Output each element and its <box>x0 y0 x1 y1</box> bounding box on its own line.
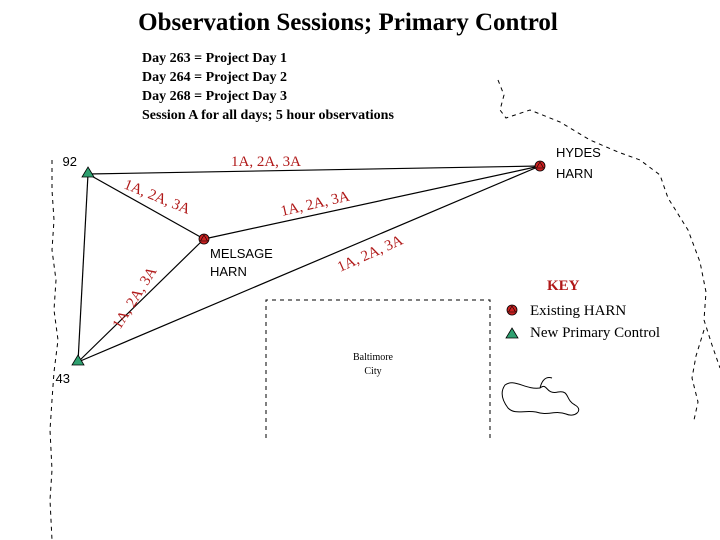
key-harn-label: Existing HARN <box>530 303 626 319</box>
river-outline <box>501 382 580 416</box>
line-92-43 <box>77 173 89 363</box>
note-day-268: Day 268 = Project Day 3 <box>142 89 287 104</box>
label-43-hydes: 1A, 2A, 3A <box>335 232 406 275</box>
label-43-melsage: 1A, 2A, 3A <box>110 264 161 332</box>
line-92-hydes <box>87 165 541 175</box>
city-label-1: Baltimore <box>353 352 394 363</box>
station-43-label: 43 <box>56 371 70 386</box>
line-melsage-hydes <box>203 165 541 240</box>
station-43-marker <box>71 354 85 366</box>
city-label-2: City <box>364 366 381 377</box>
station-hydes-label-1: HYDES <box>556 145 601 160</box>
label-92-hydes: 1A, 2A, 3A <box>231 154 301 170</box>
station-melsage-marker <box>198 233 210 245</box>
key-title: KEY <box>547 278 580 294</box>
note-session: Session A for all days; 5 hour observati… <box>142 108 394 123</box>
key-primary-icon <box>505 327 519 339</box>
line-43-hydes <box>77 165 541 363</box>
label-92-melsage: 1A, 2A, 3A <box>122 177 193 218</box>
key-harn-icon <box>506 304 518 316</box>
city-boundary <box>265 299 491 438</box>
map-key: KEY Existing HARN New Primary Control <box>505 278 660 341</box>
station-92-marker <box>81 166 95 178</box>
key-primary-label: New Primary Control <box>530 325 660 341</box>
map-title: Observation Sessions; Primary Control <box>138 9 558 36</box>
station-hydes-label-2: HARN <box>556 166 593 181</box>
station-hydes-marker <box>534 160 546 172</box>
county-boundary-east <box>691 329 705 421</box>
station-92-label: 92 <box>63 154 77 169</box>
station-melsage-label-2: HARN <box>210 264 247 279</box>
note-day-264: Day 264 = Project Day 2 <box>142 70 287 85</box>
line-92-melsage <box>87 173 205 240</box>
river-branch <box>539 377 553 389</box>
note-day-263: Day 263 = Project Day 1 <box>142 51 287 66</box>
county-boundary-west <box>49 160 59 540</box>
station-melsage-label-1: MELSAGE <box>210 246 273 261</box>
line-43-melsage <box>77 238 205 363</box>
